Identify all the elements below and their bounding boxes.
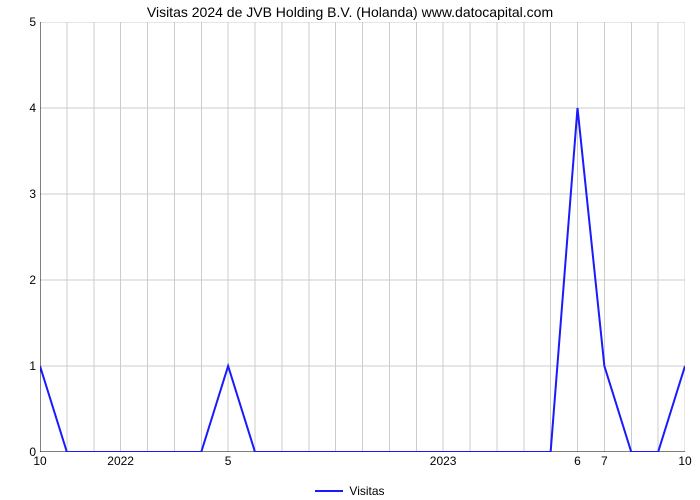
x-tick-label: 5 xyxy=(225,454,232,468)
y-tick-label: 4 xyxy=(6,101,36,115)
y-tick-label: 3 xyxy=(6,187,36,201)
chart-title: Visitas 2024 de JVB Holding B.V. (Holand… xyxy=(0,4,700,20)
y-tick-label: 2 xyxy=(6,273,36,287)
x-tick-label: 2023 xyxy=(430,454,457,468)
x-tick-label: 7 xyxy=(601,454,608,468)
legend-label: Visitas xyxy=(349,484,384,498)
x-tick-label: 10 xyxy=(678,454,691,468)
y-tick-label: 0 xyxy=(6,445,36,459)
y-tick-label: 1 xyxy=(6,359,36,373)
legend-swatch xyxy=(315,490,343,492)
x-tick-label: 10 xyxy=(33,454,46,468)
y-tick-label: 5 xyxy=(6,15,36,29)
plot-area xyxy=(40,22,685,452)
grid xyxy=(40,22,685,452)
chart-container: Visitas 2024 de JVB Holding B.V. (Holand… xyxy=(0,0,700,500)
x-tick-label: 2022 xyxy=(107,454,134,468)
legend: Visitas xyxy=(0,483,700,498)
x-tick-label: 6 xyxy=(574,454,581,468)
